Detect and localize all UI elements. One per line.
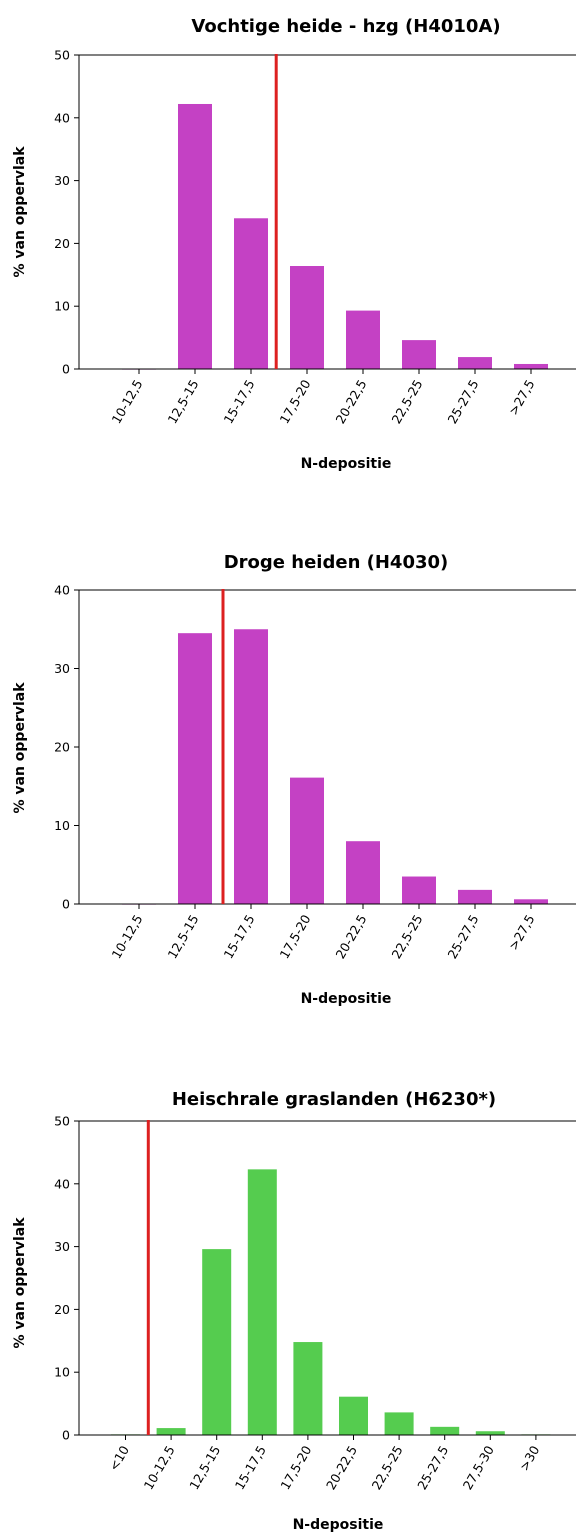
y-tick-label: 50 [54, 48, 70, 63]
bar-3 [247, 1169, 277, 1435]
bar-4 [293, 1342, 323, 1435]
y-tick-label: 0 [62, 1428, 70, 1443]
chart-title: Heischrale graslanden (H6230*) [172, 1089, 496, 1110]
x-tick-label: 25-27,5 [444, 912, 481, 961]
chart-title: Droge heiden (H4030) [224, 552, 449, 573]
bar-6 [384, 1412, 414, 1435]
x-tick-label: 17,5-20 [277, 1443, 314, 1492]
x-tick-label: 15-17,5 [220, 912, 257, 961]
x-tick-label: 22,5-25 [388, 377, 425, 426]
bar-7 [514, 899, 548, 904]
bar-5 [339, 1396, 368, 1435]
x-tick-label: 10-12,5 [108, 912, 145, 961]
y-tick-label: 40 [54, 110, 70, 125]
y-tick-label: 10 [54, 1365, 70, 1380]
x-tick-label: 15-17,5 [232, 1443, 269, 1492]
x-tick-label: 20-22,5 [332, 377, 369, 426]
y-tick-label: 0 [62, 362, 70, 377]
x-tick-label: >27,5 [505, 912, 537, 953]
y-tick-label: 40 [54, 1176, 70, 1191]
y-tick-label: 20 [54, 1302, 70, 1317]
bar-5 [402, 340, 436, 369]
bar-4 [346, 310, 380, 369]
y-axis-label: % van oppervlak [12, 682, 28, 814]
chart-title: Vochtige heide - hzg (H4010A) [191, 16, 500, 37]
y-tick-label: 30 [54, 661, 70, 676]
bar-1 [178, 633, 212, 904]
x-tick-label: 20-22,5 [323, 1443, 360, 1492]
x-tick-label: <10 [106, 1443, 132, 1473]
bar-1 [156, 1428, 186, 1435]
y-tick-label: 40 [54, 583, 70, 598]
x-tick-label: 22,5-25 [388, 912, 425, 961]
bar-5 [402, 876, 436, 904]
x-axis-label: N-depositie [301, 991, 392, 1007]
chart-vochtige-heide: Vochtige heide - hzg (H4010A) % van oppe… [12, 16, 576, 472]
bar-6 [458, 357, 492, 369]
bar-3 [290, 266, 324, 369]
x-tick-label: 25-27,5 [444, 377, 481, 426]
bar-3 [290, 777, 324, 904]
x-tick-label: 10-12,5 [141, 1443, 178, 1492]
y-axis-label: % van oppervlak [12, 1217, 28, 1349]
y-axis-label: % van oppervlak [12, 146, 28, 278]
x-tick-label: 10-12,5 [108, 377, 145, 426]
y-tick-label: 0 [62, 897, 70, 912]
y-tick-label: 10 [54, 818, 70, 833]
x-tick-label: 17,5-20 [276, 912, 313, 961]
bar-1 [178, 103, 212, 369]
x-tick-label: 22,5-25 [369, 1443, 406, 1492]
x-tick-label: 12,5-15 [164, 912, 201, 961]
bar-4 [346, 841, 380, 904]
y-tick-label: 20 [54, 236, 70, 251]
x-tick-label: 27,5-30 [460, 1443, 497, 1492]
x-axis-label: N-depositie [293, 1517, 384, 1533]
bar-6 [458, 889, 492, 904]
bar-7 [514, 363, 548, 369]
chart-heischrale-graslanden: Heischrale graslanden (H6230*) % van opp… [12, 1089, 576, 1533]
x-tick-label: >27,5 [505, 377, 537, 418]
y-tick-label: 20 [54, 740, 70, 755]
x-axis-label: N-depositie [301, 456, 392, 472]
y-tick-label: 50 [54, 1114, 70, 1129]
x-tick-label: >30 [516, 1443, 542, 1473]
x-tick-label: 15-17,5 [220, 377, 257, 426]
bar-2 [202, 1249, 232, 1435]
x-tick-label: 25-27,5 [414, 1443, 451, 1492]
bar-8 [475, 1431, 505, 1435]
bar-7 [430, 1426, 460, 1435]
x-tick-label: 20-22,5 [332, 912, 369, 961]
y-tick-label: 30 [54, 1239, 70, 1254]
y-tick-label: 30 [54, 173, 70, 188]
bar-2 [234, 629, 268, 904]
y-tick-label: 10 [54, 299, 70, 314]
x-tick-label: 12,5-15 [186, 1443, 223, 1492]
chart-droge-heiden: Droge heiden (H4030) % van oppervlak N-d… [12, 552, 576, 1007]
x-tick-label: 17,5-20 [276, 377, 313, 426]
x-tick-label: 12,5-15 [164, 377, 201, 426]
bar-2 [234, 218, 268, 369]
